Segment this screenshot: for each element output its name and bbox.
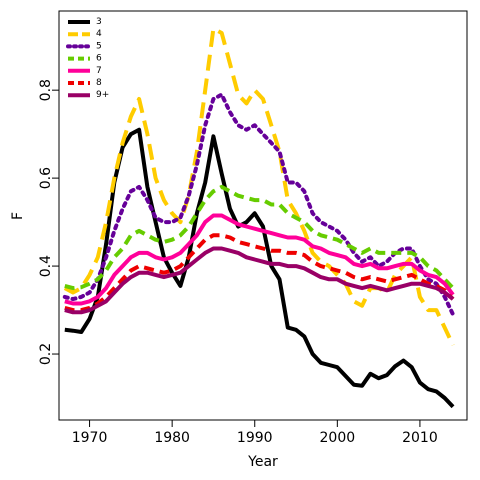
x-tick-label-0: 1970 xyxy=(72,430,108,446)
legend-label-0: 3 xyxy=(96,17,102,27)
x-tick-label-1: 1980 xyxy=(154,430,190,446)
legend-label-4: 7 xyxy=(96,66,102,76)
series-line-2 xyxy=(62,92,455,317)
series-line-5 xyxy=(64,233,455,313)
legend-label-3: 6 xyxy=(96,54,102,64)
y-tick-label-1: 0.4 xyxy=(38,255,54,277)
series-line-3 xyxy=(64,184,455,291)
plot-frame xyxy=(58,10,468,421)
x-axis: 1970 1980 1990 2000 2010 xyxy=(72,420,438,446)
y-tick-label-3: 0.8 xyxy=(38,79,54,101)
legend-label-2: 5 xyxy=(96,41,102,51)
legend-label-6: 9+ xyxy=(96,90,109,100)
legend: 3 4 5 6 7 8 9+ xyxy=(66,17,109,100)
series-line-6 xyxy=(64,246,455,315)
legend-label-1: 4 xyxy=(96,29,102,39)
y-tick-label-0: 0.2 xyxy=(38,343,54,365)
series-layer xyxy=(62,26,455,409)
series-line-4 xyxy=(64,213,455,306)
x-axis-title: Year xyxy=(247,454,278,470)
series-line-0 xyxy=(64,127,455,409)
y-tick-label-2: 0.6 xyxy=(38,167,54,189)
y-axis: 0.2 0.4 0.6 0.8 xyxy=(38,79,59,365)
x-tick-label-4: 2010 xyxy=(402,430,438,446)
x-tick-label-3: 2000 xyxy=(320,430,356,446)
x-tick-label-2: 1990 xyxy=(237,430,273,446)
y-axis-title: F xyxy=(10,212,26,220)
legend-label-5: 8 xyxy=(96,78,102,88)
